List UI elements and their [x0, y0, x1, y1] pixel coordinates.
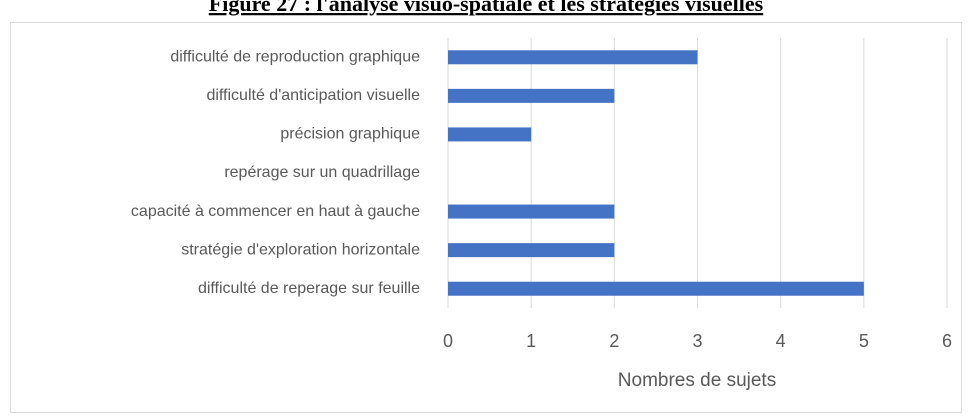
x-tick-label: 0: [443, 331, 453, 351]
y-tick-label: repérage sur un quadrillage: [224, 164, 420, 181]
bar: [448, 243, 615, 258]
bar: [448, 281, 864, 296]
bar: [448, 127, 532, 142]
y-tick-label: difficulté de reproduction graphique: [170, 49, 420, 66]
chart-title: Figure 27 : l'analyse visuo-spatiale et …: [209, 0, 764, 16]
x-tick-label: 1: [526, 331, 536, 351]
x-tick-label: 4: [776, 331, 786, 351]
bar: [448, 50, 698, 65]
x-tick-label: 6: [942, 331, 952, 351]
x-tick-label: 3: [692, 331, 702, 351]
x-tick-label: 5: [859, 331, 869, 351]
bar: [448, 88, 615, 103]
y-tick-label: stratégie d'exploration horizontale: [181, 241, 420, 258]
y-tick-label: difficulté de reperage sur feuille: [198, 280, 420, 297]
x-axis-label: Nombres de sujets: [618, 370, 776, 391]
y-tick-label: difficulté d'anticipation visuelle: [206, 87, 420, 104]
bar: [448, 204, 615, 219]
y-tick-label: précision graphique: [280, 126, 420, 143]
x-tick-label: 2: [609, 331, 619, 351]
y-tick-label: capacité à commencer en haut à gauche: [131, 203, 420, 220]
